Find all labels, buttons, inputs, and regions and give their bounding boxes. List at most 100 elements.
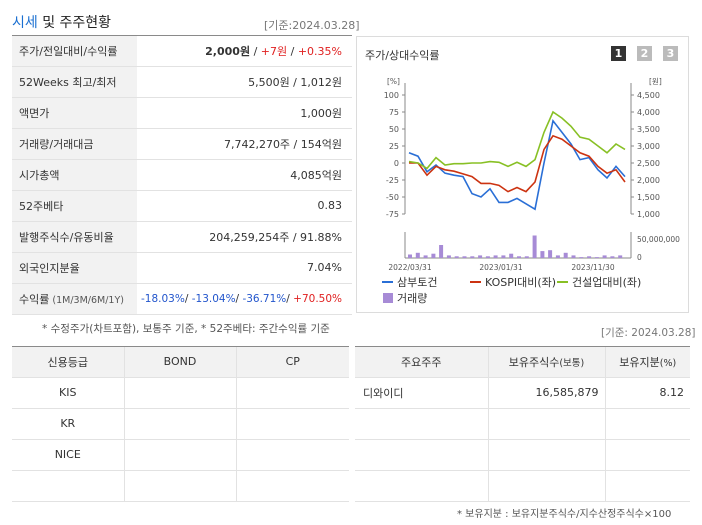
- holder-name: 디와이디: [355, 377, 489, 409]
- holders-header-stake-label: 보유지분: [619, 355, 660, 369]
- x-axis-tick-label: 2023/01/31: [479, 263, 522, 272]
- right-axis-tick-label: 4,000: [637, 108, 660, 117]
- holder-row: 디와이디 16,585,879 8.12: [355, 377, 690, 409]
- volume-bar: [423, 255, 428, 258]
- volume-bar: [501, 255, 506, 258]
- quote-row: 수익률 (1M/3M/6M/1Y) -18.03%/ -13.04%/ -36.71…: [12, 283, 352, 315]
- quote-label-text: 거래량/거래대금: [19, 138, 94, 152]
- holder-stake: 8.12: [605, 377, 690, 409]
- volume-bar: [532, 235, 537, 258]
- holder-shares: [488, 439, 606, 471]
- quote-label: 외국인지분율: [12, 252, 137, 284]
- credit-header-bond: BOND: [124, 347, 237, 378]
- quote-note: * 수정주가(차트포함), 보통주 기준, * 52주베타: 주간수익률 기준: [42, 323, 330, 335]
- quote-label: 발행주식수/유동비율: [12, 221, 137, 253]
- left-axis-tick-label: 75: [389, 108, 399, 117]
- volume-bar: [517, 256, 521, 258]
- quote-table: 주가/전일대비/수익률 2,000원 / +7원 / +0.35% 52Weeks …: [12, 36, 352, 315]
- x-axis-tick-label: 2022/03/31: [388, 263, 431, 272]
- price-value: 2,000원 / +7원 / +0.35%: [137, 36, 352, 68]
- holder-name: [355, 470, 489, 502]
- price-sep-2: /: [287, 45, 298, 59]
- right-axis-tick-label: 1,000: [637, 210, 660, 219]
- price-sep-1: /: [250, 45, 261, 59]
- series-line-kospi: [409, 134, 626, 193]
- credit-cp: [236, 439, 349, 471]
- quote-label-text: 외국인지분율: [19, 261, 80, 275]
- credit-cp: [236, 408, 349, 440]
- volume-axis-zero: 0: [637, 253, 642, 262]
- legend-swatch-volume: [383, 293, 393, 303]
- relative-return-chart: [%] [원] 100 4,500 75 4,000 50 3,500 25 3,000 0 2,50…: [382, 77, 680, 305]
- holders-header-stake: 보유지분(%): [605, 347, 690, 378]
- quote-value: 0.83: [137, 190, 352, 222]
- volume-bar: [563, 252, 568, 258]
- credit-top-rule: [12, 346, 349, 347]
- holders-header-shares-label: 보유주식수: [508, 355, 560, 369]
- volume-bar: [548, 250, 553, 258]
- holder-row: [355, 408, 690, 440]
- quote-label: 주가/전일대비/수익률: [12, 36, 137, 68]
- left-axis-tick-label: 100: [384, 91, 399, 100]
- volume-bar: [439, 245, 444, 258]
- left-axis-tick-label: -25: [386, 176, 399, 185]
- legend-label-sector: 건설업대비(좌): [572, 276, 641, 289]
- right-axis-unit: [원]: [649, 77, 662, 86]
- volume-bar: [509, 253, 514, 258]
- credit-bond: [124, 408, 237, 440]
- holders-top-rule: [355, 346, 690, 347]
- holders-header-name: 주요주주: [355, 347, 489, 378]
- holder-name: [355, 408, 489, 440]
- quote-label-text: 액면가: [19, 107, 50, 121]
- left-axis-tick-label: 0: [394, 159, 399, 168]
- quote-label: 52주베타: [12, 190, 137, 222]
- price-rate: +0.35%: [297, 45, 342, 59]
- volume-bar: [555, 255, 560, 258]
- price-change: +7원: [260, 45, 288, 59]
- chart-page-3-button[interactable]: 3: [663, 46, 678, 61]
- holder-stake: [605, 439, 690, 471]
- right-axis-tick-label: 4,500: [637, 91, 660, 100]
- quote-label: 시가총액: [12, 159, 137, 191]
- volume-axis-tick: 50,000,000: [637, 235, 680, 244]
- return-6m: -36.71%: [242, 292, 287, 305]
- quote-row: 시가총액 4,085억원: [12, 159, 352, 191]
- credit-cp: [236, 377, 349, 409]
- volume-bar: [408, 254, 412, 258]
- returns-value: -18.03%/ -13.04%/ -36.71%/ +70.50%: [137, 283, 352, 315]
- credit-agency: NICE: [12, 439, 125, 471]
- quote-label: 거래량/거래대금: [12, 128, 137, 161]
- right-axis-tick-label: 2,000: [637, 176, 660, 185]
- quote-row: 주가/전일대비/수익률 2,000원 / +7원 / +0.35%: [12, 36, 352, 68]
- quote-label-text: 52Weeks 최고/최저: [19, 76, 117, 90]
- volume-bar: [594, 257, 599, 258]
- left-axis-tick-label: -75: [386, 210, 399, 219]
- chart-panel: 주가/상대수익률 1 2 3 [%] [원] 100 4,500 75 4,000 50 3,…: [356, 36, 689, 313]
- holders-header-shares: 보유주식수(보통): [488, 347, 606, 378]
- quote-label-text: 52주베타: [19, 199, 64, 213]
- quote-label-text: 주가/전일대비/수익률: [19, 45, 118, 59]
- section-title: 시세 및 주주현황: [12, 12, 111, 32]
- series-line-stock: [408, 118, 626, 211]
- return-sep-3: /: [286, 292, 294, 305]
- quote-row: 외국인지분율 7.04%: [12, 252, 352, 284]
- quote-value: 7,742,270주 / 154억원: [137, 128, 352, 161]
- return-sep-2: /: [235, 292, 243, 305]
- volume-bar: [540, 251, 545, 258]
- credit-agency: KIS: [12, 377, 125, 409]
- quote-row: 52주베타 0.83: [12, 190, 352, 222]
- volume-bar: [470, 256, 475, 258]
- credit-row: KR: [12, 408, 349, 440]
- quote-label-text: 발행주식수/유동비율: [19, 230, 114, 244]
- volume-bar: [454, 256, 459, 258]
- credit-header-cp: CP: [236, 347, 349, 378]
- volume-bar: [602, 255, 607, 258]
- chart-page-2-button[interactable]: 2: [637, 46, 652, 61]
- quote-row: 52Weeks 최고/최저 5,500원 / 1,012원: [12, 66, 352, 99]
- chart-page-1-button[interactable]: 1: [611, 46, 626, 61]
- holders-note: * 보유지분 : 보유지분주식수/지수산정주식수×100: [457, 509, 672, 520]
- volume-bar: [524, 256, 529, 258]
- holder-shares: [488, 408, 606, 440]
- major-holders-table: 주요주주 보유주식수(보통) 보유지분(%) 디와이디 16,585,879 8.1…: [355, 347, 690, 502]
- volume-bar: [610, 256, 615, 258]
